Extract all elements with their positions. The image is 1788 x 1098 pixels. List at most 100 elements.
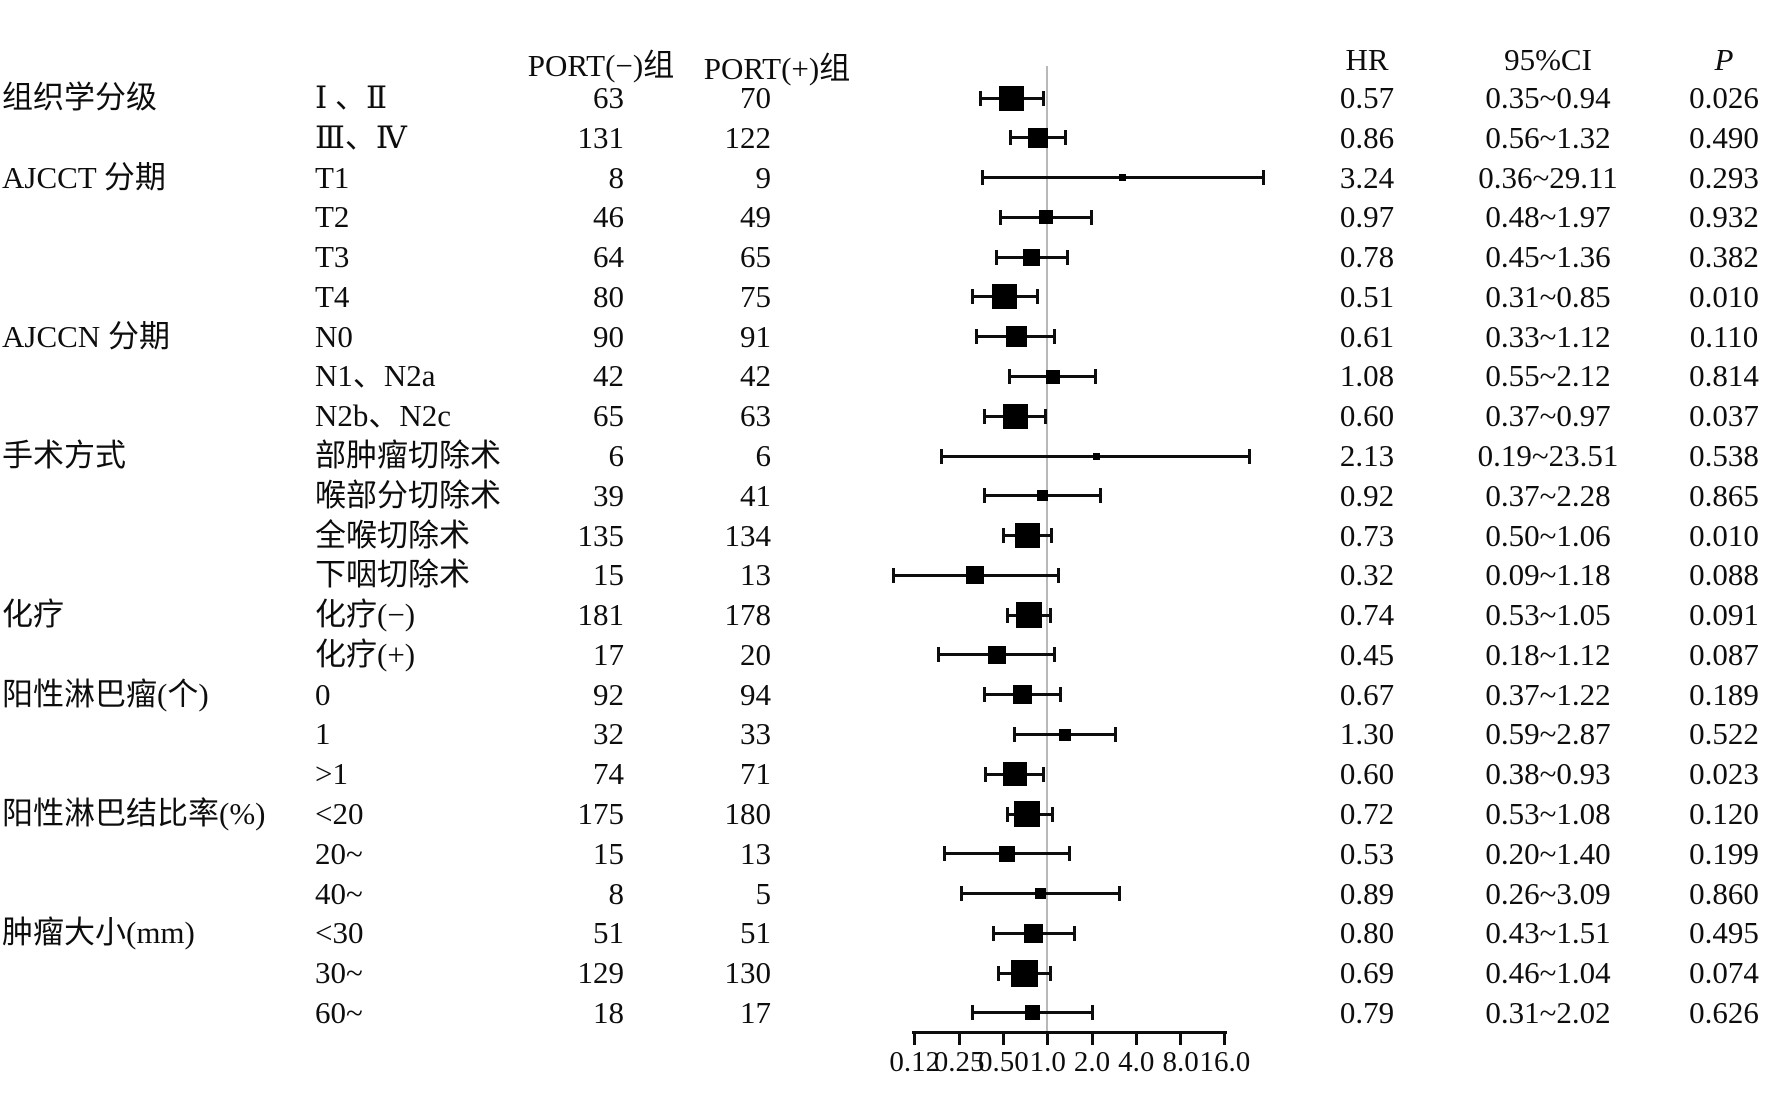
port-pos-count: 13 (740, 835, 771, 871)
hr-square-marker (1092, 452, 1100, 460)
ci-cap-left (979, 90, 983, 106)
port-pos-count: 130 (724, 955, 772, 991)
ci-cap-right (1072, 925, 1076, 941)
port-pos-count: 94 (740, 676, 771, 712)
ci-cap-right (1053, 329, 1057, 345)
port-neg-count: 63 (593, 79, 624, 115)
hr-value: 0.89 (1339, 875, 1395, 911)
ci-cap-right (1044, 408, 1048, 424)
category-label: 化疗 (2, 597, 64, 633)
subgroup-label: 化疗(−) (315, 597, 416, 633)
ci-value: 0.18~1.12 (1485, 636, 1611, 672)
hr-square-marker (1015, 602, 1042, 629)
subgroup-label: Ⅰ 、Ⅱ (315, 79, 388, 115)
ci-cap-left (1001, 528, 1005, 544)
ci-cap-left (1009, 130, 1013, 146)
hr-value: 0.79 (1339, 994, 1395, 1030)
ci-value: 0.56~1.32 (1485, 119, 1611, 155)
hr-value: 0.51 (1339, 278, 1395, 314)
hr-square-marker (1013, 801, 1040, 827)
port-neg-count: 18 (593, 994, 624, 1030)
ci-cap-left (992, 925, 996, 941)
x-axis-tick-label: 8.0 (1162, 1046, 1199, 1079)
ci-cap-left (996, 965, 1000, 981)
ci-cap-right (1118, 886, 1122, 902)
port-pos-count: 6 (755, 437, 772, 473)
col-header-port-neg: PORT(−)组 (527, 47, 675, 83)
x-axis-tick (1223, 1031, 1227, 1045)
port-pos-count: 63 (740, 398, 771, 434)
hr-value: 0.53 (1339, 835, 1395, 871)
hr-square-marker (1002, 403, 1028, 429)
ci-value: 0.31~2.02 (1485, 994, 1611, 1030)
ci-cap-left (1005, 607, 1009, 623)
x-axis-tick-label: 16.0 (1199, 1046, 1251, 1079)
hr-value: 0.78 (1339, 239, 1395, 275)
ci-cap-right (1053, 647, 1057, 663)
p-value: 0.087 (1689, 636, 1759, 672)
ci-cap-left (995, 249, 999, 265)
x-axis-tick (1001, 1031, 1005, 1045)
ci-cap-left (1005, 806, 1009, 822)
ci-cap-left (892, 567, 896, 583)
ci-value: 0.48~1.97 (1485, 199, 1611, 235)
p-value: 0.189 (1689, 676, 1759, 712)
ci-value: 0.55~2.12 (1485, 358, 1611, 394)
p-value: 0.088 (1689, 557, 1759, 593)
ci-cap-right (1049, 607, 1053, 623)
ci-cap-right (1056, 567, 1060, 583)
p-value: 0.490 (1689, 119, 1759, 155)
port-neg-count: 135 (577, 517, 625, 553)
p-value: 0.074 (1689, 955, 1759, 991)
ci-cap-right (1094, 369, 1098, 384)
port-pos-count: 180 (724, 795, 772, 831)
ci-cap-left (1008, 369, 1011, 384)
hr-square-marker (1038, 210, 1053, 225)
ci-value: 0.38~0.93 (1485, 756, 1611, 792)
port-pos-count: 122 (724, 119, 772, 155)
port-neg-count: 8 (608, 159, 625, 195)
ci-cap-left (971, 289, 975, 305)
port-pos-count: 71 (740, 756, 771, 792)
hr-square-marker (987, 645, 1006, 664)
hr-square-marker (1058, 728, 1071, 741)
category-label: AJCCT 分期 (2, 159, 166, 195)
ci-value: 0.46~1.04 (1485, 955, 1611, 991)
port-neg-count: 131 (577, 119, 625, 155)
subgroup-label: T4 (315, 278, 350, 314)
hr-value: 0.74 (1339, 597, 1395, 633)
ci-cap-right (1035, 289, 1039, 305)
x-axis-tick-label: 0.50 (978, 1046, 1029, 1079)
subgroup-label: Ⅲ、Ⅳ (315, 119, 407, 155)
ci-value: 0.45~1.36 (1485, 239, 1611, 275)
hr-square-marker (1028, 127, 1049, 148)
port-pos-count: 49 (740, 199, 771, 235)
ci-cap-left (982, 408, 986, 424)
hr-value: 0.60 (1339, 756, 1395, 792)
p-value: 0.091 (1689, 597, 1759, 633)
hr-square-marker (1023, 248, 1041, 266)
subgroup-label: 1 (315, 716, 331, 752)
hr-square-marker (1012, 685, 1032, 705)
hr-value: 0.80 (1339, 915, 1395, 951)
subgroup-label: 40~ (315, 875, 363, 911)
ci-value: 0.43~1.51 (1485, 915, 1611, 951)
hr-square-marker (1003, 762, 1028, 787)
ci-value: 0.37~2.28 (1485, 477, 1611, 513)
ci-value: 0.19~23.51 (1477, 437, 1619, 473)
port-neg-count: 181 (577, 597, 625, 633)
ci-cap-left (936, 647, 940, 663)
ci-value: 0.26~3.09 (1485, 875, 1611, 911)
p-value: 0.814 (1689, 358, 1759, 394)
ci-cap-right (1042, 90, 1046, 106)
ci-value: 0.31~0.85 (1485, 278, 1611, 314)
category-label: 肿瘤大小(mm) (2, 915, 195, 951)
hr-value: 0.57 (1339, 79, 1395, 115)
p-value: 0.010 (1689, 278, 1759, 314)
port-pos-count: 41 (740, 477, 771, 513)
ci-cap-left (999, 209, 1003, 225)
ci-cap-left (971, 1005, 975, 1021)
port-neg-count: 15 (593, 835, 624, 871)
port-neg-count: 64 (593, 239, 624, 275)
